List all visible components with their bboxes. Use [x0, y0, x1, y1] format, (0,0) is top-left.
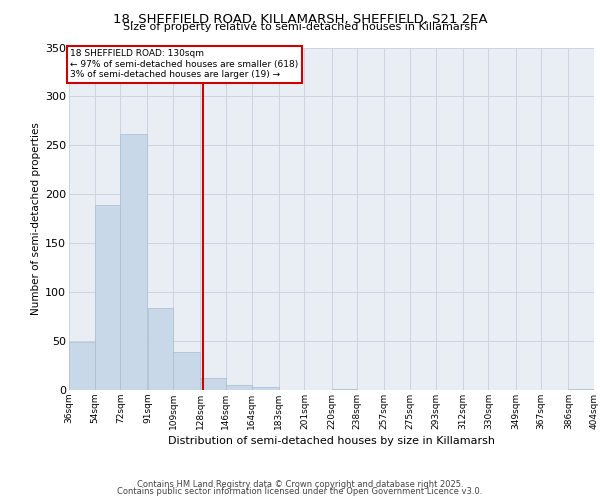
Bar	[251, 387, 278, 390]
Bar	[568, 389, 594, 390]
Text: 18, SHEFFIELD ROAD, KILLAMARSH, SHEFFIELD, S21 2EA: 18, SHEFFIELD ROAD, KILLAMARSH, SHEFFIEL…	[113, 12, 487, 26]
Bar	[226, 385, 251, 390]
Bar	[121, 134, 148, 390]
Bar	[200, 378, 226, 390]
Text: Contains HM Land Registry data © Crown copyright and database right 2025.: Contains HM Land Registry data © Crown c…	[137, 480, 463, 489]
Y-axis label: Number of semi-detached properties: Number of semi-detached properties	[31, 122, 41, 315]
Bar	[69, 342, 95, 390]
X-axis label: Distribution of semi-detached houses by size in Killamarsh: Distribution of semi-detached houses by …	[168, 436, 495, 446]
Bar	[148, 308, 173, 390]
Text: 18 SHEFFIELD ROAD: 130sqm
← 97% of semi-detached houses are smaller (618)
3% of : 18 SHEFFIELD ROAD: 130sqm ← 97% of semi-…	[70, 50, 299, 80]
Text: Contains public sector information licensed under the Open Government Licence v3: Contains public sector information licen…	[118, 487, 482, 496]
Bar	[332, 389, 357, 390]
Text: Size of property relative to semi-detached houses in Killamarsh: Size of property relative to semi-detach…	[123, 22, 477, 32]
Bar	[95, 205, 120, 390]
Bar	[173, 352, 200, 390]
